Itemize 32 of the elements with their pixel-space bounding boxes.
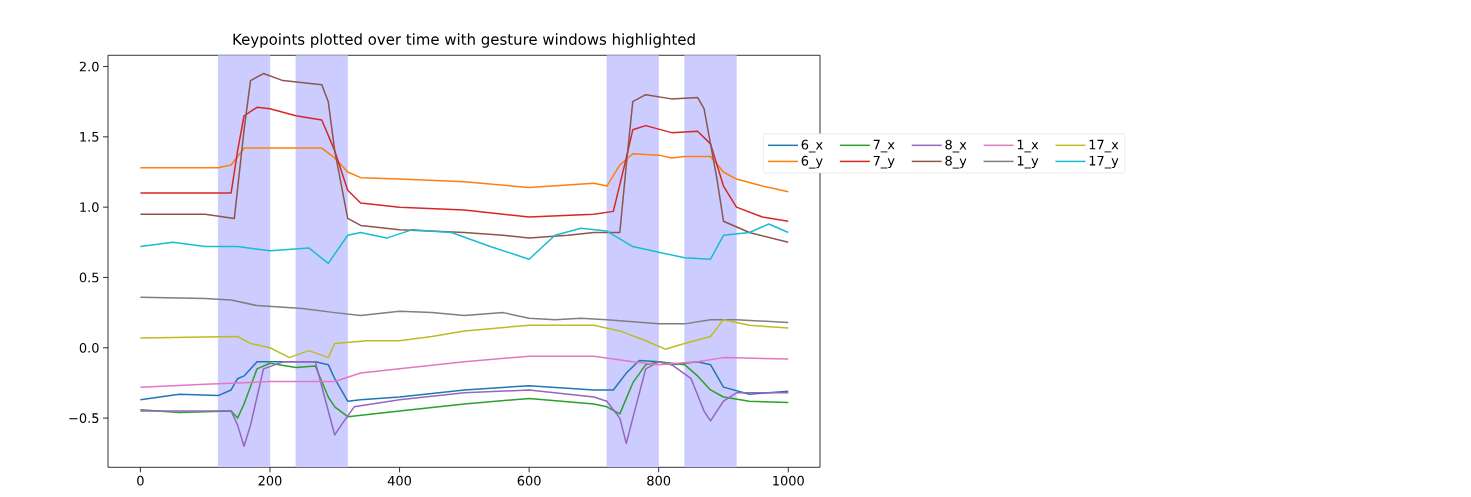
y-tick-label: 0.0 [79, 342, 99, 353]
x-tick-label: 1000 [773, 475, 804, 486]
line-series [139, 361, 790, 419]
legend-label: 8_x [945, 139, 967, 153]
legend-label: 7_x [873, 139, 895, 153]
line-series [139, 361, 790, 447]
x-tick-label: 0 [137, 475, 144, 486]
legend-label: 1_x [1017, 139, 1039, 153]
line-series [139, 147, 790, 193]
line-series [139, 296, 790, 325]
legend-label: 17_x [1089, 139, 1119, 153]
chart-title: Keypoints plotted over time with gesture windows highlighted [233, 33, 695, 48]
line-series [139, 106, 790, 222]
x-tick-label: 600 [517, 475, 541, 486]
legend-label: 6_x [801, 139, 823, 153]
legend-label: 1_y [1017, 155, 1039, 169]
x-tick-label: 400 [387, 475, 412, 486]
y-tick-label: 1.5 [80, 132, 99, 142]
y-tick-label: 2.0 [79, 61, 99, 72]
x-tick-label: 800 [647, 475, 671, 486]
line-series [139, 223, 790, 265]
line-series [139, 72, 790, 244]
line-series [139, 355, 790, 388]
legend-label: 17_y [1089, 155, 1119, 169]
legend-label: 6_y [801, 155, 823, 169]
x-tick-label: 200 [258, 475, 282, 486]
y-tick-label: 1.0 [80, 202, 99, 213]
y-tick-label: −0.5 [69, 413, 99, 423]
legend-label: 7_y [873, 155, 895, 169]
legend-label: 8_y [945, 155, 967, 169]
y-tick-label: 0.5 [79, 272, 99, 283]
line-series [139, 318, 790, 359]
